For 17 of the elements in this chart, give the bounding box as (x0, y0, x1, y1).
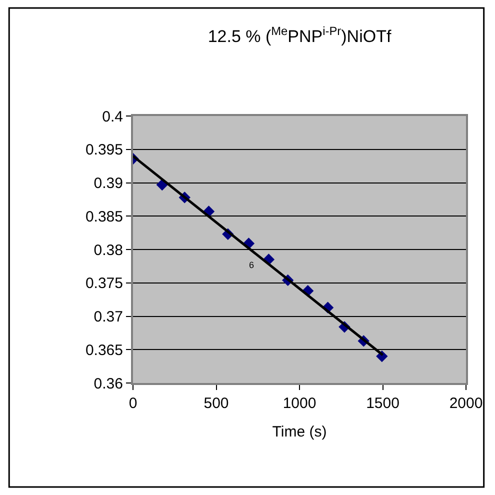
y-tick-label: 0.36 (94, 375, 123, 392)
x-tick-label: 500 (204, 395, 229, 412)
chart-title: 12.5 % ($^{Me}$PNP$^{i-Pr}$)NiOTf (208, 24, 392, 46)
y-tick-label: 0.385 (85, 208, 123, 226)
y-tick-label: 0.375 (85, 275, 123, 292)
x-tick-label: 1000 (282, 395, 316, 412)
annotation: 6 (249, 260, 254, 270)
x-tick-label: 2000 (449, 395, 483, 412)
y-tick-label: 0.365 (85, 342, 123, 359)
x-tick-label: 0 (128, 395, 138, 412)
y-tick-label: 0.395 (85, 142, 123, 159)
y-tick-label: 0.38 (94, 242, 123, 259)
y-tick-label: 0.37 (94, 308, 123, 326)
y-tick-label: 0.4 (102, 108, 123, 126)
x-tick-label: 1500 (366, 395, 400, 412)
x-axis-title: Time (s) (272, 424, 327, 440)
y-tick-label: 0.39 (94, 175, 123, 192)
